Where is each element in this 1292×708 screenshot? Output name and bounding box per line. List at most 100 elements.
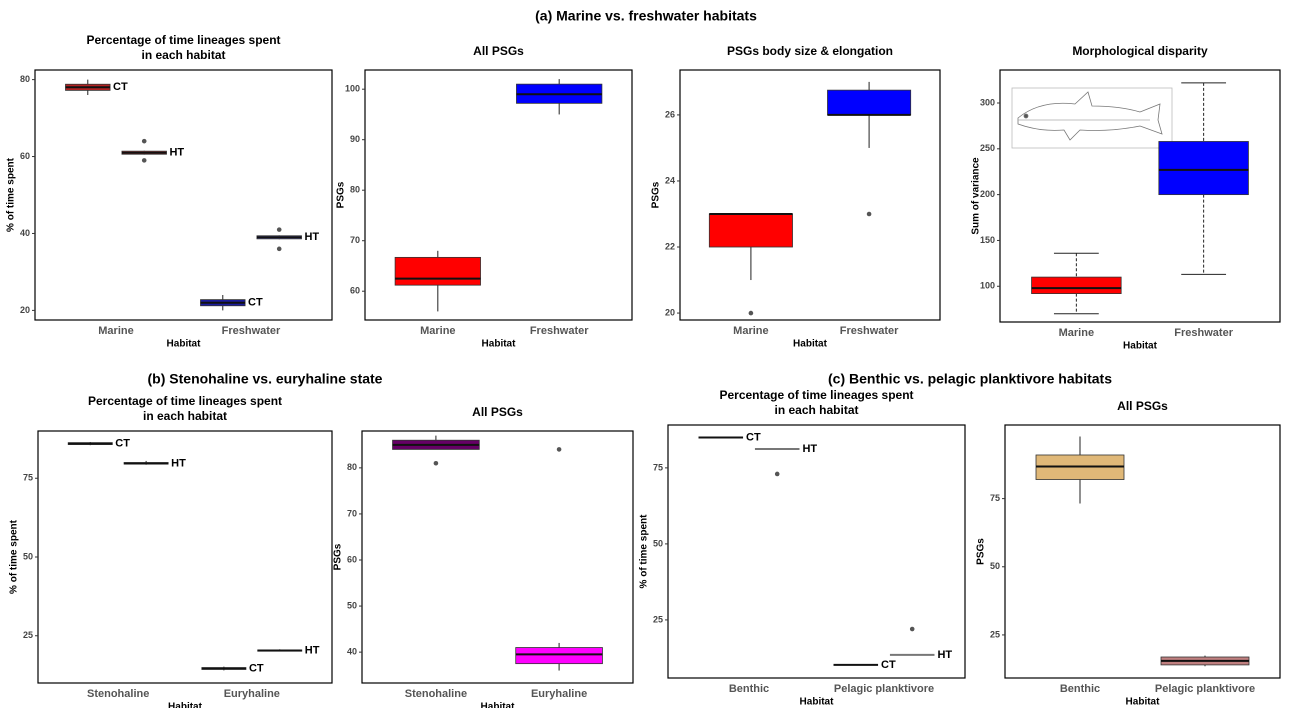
x-axis-title: Habitat bbox=[1126, 697, 1161, 708]
panel-title: in each habitat bbox=[141, 48, 225, 62]
y-axis-title: PSGs bbox=[333, 543, 344, 570]
outlier bbox=[748, 310, 754, 316]
x-axis-title: Habitat bbox=[481, 702, 516, 708]
box bbox=[515, 647, 603, 665]
y-tick-label: 70 bbox=[350, 235, 360, 245]
panel-title: All PSGs bbox=[473, 44, 524, 58]
y-tick-label: 150 bbox=[980, 235, 995, 245]
plot-frame bbox=[364, 69, 633, 321]
x-tick-label: Euryhaline bbox=[224, 688, 280, 700]
y-tick-label: 60 bbox=[347, 554, 357, 564]
x-tick-label: Euryhaline bbox=[531, 688, 587, 700]
x-tick-label: Marine bbox=[1059, 327, 1094, 339]
y-axis-title: PSGs bbox=[651, 181, 662, 208]
box bbox=[1158, 141, 1249, 196]
y-tick-label: 40 bbox=[20, 228, 30, 238]
y-tick-label: 70 bbox=[347, 508, 357, 518]
y-tick-label: 75 bbox=[653, 462, 663, 472]
outlier bbox=[433, 460, 439, 466]
section-title: (c) Benthic vs. pelagic planktivore habi… bbox=[828, 371, 1112, 387]
y-tick-label: 25 bbox=[653, 614, 663, 624]
series-label: CT bbox=[249, 662, 264, 674]
x-tick-label: Pelagic planktivore bbox=[1155, 683, 1255, 695]
x-tick-label: Benthic bbox=[729, 683, 769, 695]
panel-title: Morphological disparity bbox=[1072, 44, 1208, 58]
x-tick-label: Marine bbox=[98, 325, 133, 337]
x-tick-label: Freshwater bbox=[222, 325, 281, 337]
plot-frame bbox=[361, 430, 634, 684]
outlier bbox=[276, 227, 282, 232]
y-tick-label: 75 bbox=[23, 473, 33, 483]
series-label: HT bbox=[304, 231, 319, 243]
series-label: HT bbox=[305, 644, 320, 656]
x-tick-label: Freshwater bbox=[530, 325, 589, 337]
outlier bbox=[909, 626, 915, 632]
x-axis-title: Habitat bbox=[482, 339, 517, 350]
x-tick-label: Pelagic planktivore bbox=[834, 683, 934, 695]
box bbox=[394, 256, 481, 286]
series-label: CT bbox=[881, 659, 896, 671]
outlier bbox=[141, 158, 147, 163]
series-label: HT bbox=[802, 443, 817, 455]
x-tick-label: Marine bbox=[733, 325, 768, 337]
outlier bbox=[866, 211, 872, 217]
y-axis-title: PSGs bbox=[336, 181, 347, 208]
y-tick-label: 25 bbox=[23, 630, 33, 640]
x-axis-title: Habitat bbox=[793, 339, 828, 350]
x-axis-title: Habitat bbox=[167, 339, 202, 350]
x-tick-label: Benthic bbox=[1060, 683, 1100, 695]
outlier bbox=[276, 246, 282, 252]
y-tick-label: 26 bbox=[665, 109, 675, 119]
plot-frame bbox=[667, 424, 966, 679]
y-tick-label: 50 bbox=[347, 600, 357, 610]
outlier bbox=[774, 471, 780, 477]
y-tick-label: 80 bbox=[20, 74, 30, 84]
x-axis-title: Habitat bbox=[1123, 341, 1158, 352]
panel-title: in each habitat bbox=[774, 403, 858, 417]
plot-frame bbox=[679, 69, 941, 321]
plot-frame bbox=[999, 69, 1281, 323]
x-tick-label: Stenohaline bbox=[405, 688, 467, 700]
section-title: (b) Stenohaline vs. euryhaline state bbox=[148, 371, 383, 387]
panel-title: PSGs body size & elongation bbox=[727, 44, 893, 58]
panel-title: All PSGs bbox=[472, 405, 523, 419]
y-tick-label: 90 bbox=[350, 134, 360, 144]
panel-title: in each habitat bbox=[143, 409, 227, 423]
y-tick-label: 24 bbox=[665, 175, 675, 185]
y-tick-label: 100 bbox=[980, 281, 995, 291]
y-tick-label: 250 bbox=[980, 143, 995, 153]
y-tick-label: 50 bbox=[990, 561, 1000, 571]
y-tick-label: 50 bbox=[23, 551, 33, 561]
series-label: CT bbox=[746, 431, 761, 443]
y-axis-title: PSGs bbox=[976, 538, 987, 565]
outlier bbox=[556, 447, 562, 452]
box bbox=[827, 89, 912, 116]
section-title: (a) Marine vs. freshwater habitats bbox=[535, 8, 757, 24]
x-tick-label: Stenohaline bbox=[87, 688, 149, 700]
series-label: HT bbox=[937, 649, 952, 661]
y-tick-label: 200 bbox=[980, 189, 995, 199]
y-tick-label: 80 bbox=[350, 185, 360, 195]
series-label: CT bbox=[113, 81, 128, 93]
panel-title: Percentage of time lineages spent bbox=[88, 394, 282, 408]
y-axis-title: % of time spent bbox=[6, 157, 17, 232]
fish-inset bbox=[1011, 87, 1173, 149]
x-tick-label: Marine bbox=[420, 325, 455, 337]
panel-title: All PSGs bbox=[1117, 399, 1168, 413]
series-label: CT bbox=[115, 438, 130, 450]
y-axis-title: % of time spent bbox=[9, 519, 20, 594]
box bbox=[1031, 276, 1122, 294]
y-tick-label: 100 bbox=[345, 84, 360, 94]
y-tick-label: 20 bbox=[665, 307, 675, 317]
y-tick-label: 50 bbox=[653, 538, 663, 548]
y-tick-label: 40 bbox=[347, 647, 357, 657]
x-tick-label: Freshwater bbox=[1174, 327, 1233, 339]
series-label: HT bbox=[169, 147, 184, 159]
y-tick-label: 75 bbox=[990, 493, 1000, 503]
x-axis-title: Habitat bbox=[800, 697, 835, 708]
y-tick-label: 25 bbox=[990, 629, 1000, 639]
y-tick-label: 22 bbox=[665, 241, 675, 251]
y-tick-label: 300 bbox=[980, 97, 995, 107]
plot-frame bbox=[1004, 424, 1281, 679]
